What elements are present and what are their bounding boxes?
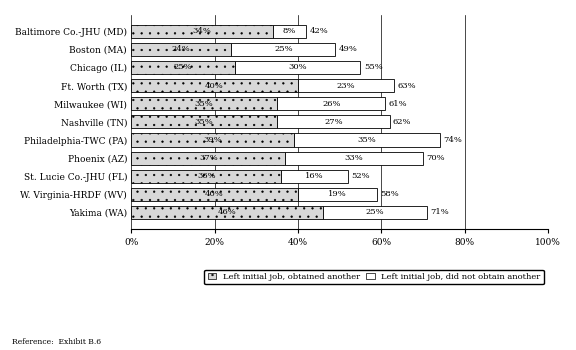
Bar	[236, 61, 361, 74]
Bar	[131, 43, 231, 56]
Bar	[281, 170, 348, 183]
Text: 49%: 49%	[339, 46, 358, 53]
Text: 40%: 40%	[205, 190, 224, 198]
Legend: Left initial job, obtained another, Left initial job, did not obtain another: Left initial job, obtained another, Left…	[204, 270, 544, 285]
Text: 19%: 19%	[328, 190, 347, 198]
Bar	[323, 206, 427, 219]
Bar	[273, 25, 306, 38]
Text: 36%: 36%	[197, 172, 215, 180]
Text: 23%: 23%	[336, 82, 355, 90]
Text: 24%: 24%	[172, 46, 191, 53]
Bar	[131, 97, 277, 110]
Text: 37%: 37%	[199, 154, 218, 162]
Text: 39%: 39%	[203, 136, 222, 144]
Text: 35%: 35%	[357, 136, 376, 144]
Bar	[131, 61, 236, 74]
Text: 27%: 27%	[324, 118, 343, 126]
Text: 58%: 58%	[381, 190, 399, 198]
Text: 42%: 42%	[309, 27, 328, 35]
Text: 70%: 70%	[426, 154, 445, 162]
Text: 63%: 63%	[397, 82, 416, 90]
Text: 26%: 26%	[322, 100, 340, 108]
Text: 52%: 52%	[351, 172, 370, 180]
Text: Reference:  Exhibit B.6: Reference: Exhibit B.6	[12, 338, 101, 346]
Text: 62%: 62%	[393, 118, 411, 126]
Bar	[298, 79, 394, 92]
Bar	[294, 133, 439, 147]
Text: 16%: 16%	[305, 172, 324, 180]
Bar	[131, 206, 323, 219]
Text: 40%: 40%	[205, 82, 224, 90]
Text: 71%: 71%	[430, 209, 449, 216]
Text: 25%: 25%	[174, 63, 192, 71]
Bar	[131, 188, 298, 201]
Bar	[231, 43, 335, 56]
Text: 30%: 30%	[289, 63, 307, 71]
Text: 55%: 55%	[364, 63, 382, 71]
Bar	[277, 97, 385, 110]
Text: 35%: 35%	[195, 100, 214, 108]
Text: 25%: 25%	[366, 209, 384, 216]
Text: 35%: 35%	[195, 118, 214, 126]
Text: 61%: 61%	[389, 100, 407, 108]
Bar	[131, 133, 294, 147]
Bar	[298, 188, 377, 201]
Bar	[286, 152, 423, 164]
Bar	[131, 79, 298, 92]
Bar	[131, 116, 277, 128]
Bar	[131, 25, 273, 38]
Text: 33%: 33%	[345, 154, 363, 162]
Text: 34%: 34%	[192, 27, 211, 35]
Bar	[131, 170, 281, 183]
Text: 74%: 74%	[443, 136, 462, 144]
Text: 46%: 46%	[218, 209, 236, 216]
Bar	[131, 152, 286, 164]
Bar	[277, 116, 389, 128]
Text: 8%: 8%	[283, 27, 296, 35]
Text: 25%: 25%	[274, 46, 293, 53]
